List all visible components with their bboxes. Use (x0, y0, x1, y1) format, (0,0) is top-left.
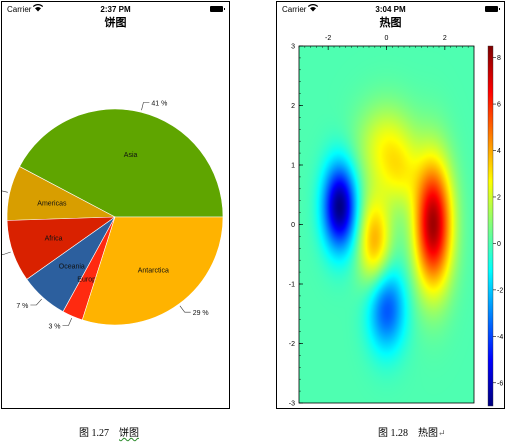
heatmap-canvas (299, 46, 474, 403)
plot-frame (298, 45, 475, 404)
pie-slice-label: Europe (77, 277, 100, 284)
caption-number: 图 1.27 (79, 428, 109, 439)
heatmap-axes: -3 -2 -1 0 1 2 3 -2 0 2 8 6 4 2 0 -2 -4 -6 (289, 35, 504, 408)
page-title: 热图 (379, 17, 402, 29)
y-tick-label: -1 (289, 282, 295, 289)
pie-percent-label: 3 % (48, 324, 60, 331)
pie-leader-line (2, 190, 8, 193)
heatmap-screen: Carrier 3:04 PM 热图 -3 -2 -1 0 1 2 3 -2 0 2 8 6 4 2 0 -2… (276, 1, 505, 409)
battery-icon (485, 6, 500, 12)
colorbar-tick-label: -6 (497, 380, 503, 387)
page-title: 饼图 (104, 17, 127, 29)
pie-slice-asia (19, 108, 224, 218)
y-tick-label: -3 (289, 401, 295, 408)
pie-leader-line (179, 305, 191, 313)
wifi-icon (308, 4, 318, 12)
pie-slice-label: Antarctica (138, 267, 169, 274)
pie-percent-label: 41 % (151, 101, 167, 108)
pie-slice-label: Asia (124, 152, 138, 159)
colorbar-tick-label: -4 (497, 334, 503, 341)
return-mark: ↵ (438, 428, 446, 438)
colorbar-tick-label: 0 (497, 241, 501, 248)
carrier-label: Carrier (7, 5, 32, 14)
pie-slice-label: Americas (37, 200, 67, 207)
colorbar-tick-label: 4 (497, 148, 501, 155)
pie-chart-screen: Carrier 2:37 PM 饼图 Asia 41 % Americas Afric… (1, 1, 230, 409)
status-bar: Carrier 3:04 PM (277, 2, 504, 16)
colorbar-tick-label: 6 (497, 102, 501, 109)
status-time: 2:37 PM (100, 5, 131, 14)
caption-title: 热图 (418, 428, 438, 439)
pie-leader-line (2, 251, 11, 255)
carrier-label: Carrier (282, 5, 307, 14)
pie-percent-label: 29 % (193, 310, 209, 317)
pie-leader-line (62, 317, 72, 326)
caption-number: 图 1.28 (378, 428, 408, 439)
colorbar-tick-label: -2 (497, 287, 503, 294)
pie-leader-line (30, 298, 42, 306)
figure-caption-heatmap: 图 1.28 热图↵ (378, 424, 446, 439)
wifi-icon (33, 4, 43, 12)
battery-icon (210, 6, 225, 12)
y-tick-label: 2 (291, 103, 295, 110)
x-tick-label: 2 (443, 35, 447, 42)
colorbar-frame (487, 45, 494, 407)
y-tick-label: 1 (291, 163, 295, 170)
caption-title: 饼图 (119, 428, 139, 439)
y-tick-label: 3 (291, 44, 295, 51)
pie-slice-label: Africa (45, 236, 63, 243)
pie-chart: Asia 41 % Americas Africa Oceania 7 % Europe 3 … (2, 101, 224, 331)
x-tick-label: -2 (325, 35, 331, 42)
y-tick-label: 0 (291, 222, 295, 229)
x-tick-label: 0 (385, 35, 389, 42)
pie-leader-line (141, 102, 150, 111)
status-bar: Carrier 2:37 PM (2, 2, 229, 16)
pie-slice-label: Oceania (59, 263, 85, 270)
pie-slice-antarctica (81, 216, 224, 326)
colorbar-tick-label: 2 (497, 194, 501, 201)
status-time: 3:04 PM (375, 5, 406, 14)
pie-percent-label: 7 % (16, 303, 28, 310)
colorbar-gradient (488, 46, 493, 406)
colorbar-tick-label: 8 (497, 55, 501, 62)
y-tick-label: -2 (289, 341, 295, 348)
figure-caption-pie: 图 1.27 饼图 (79, 424, 139, 439)
